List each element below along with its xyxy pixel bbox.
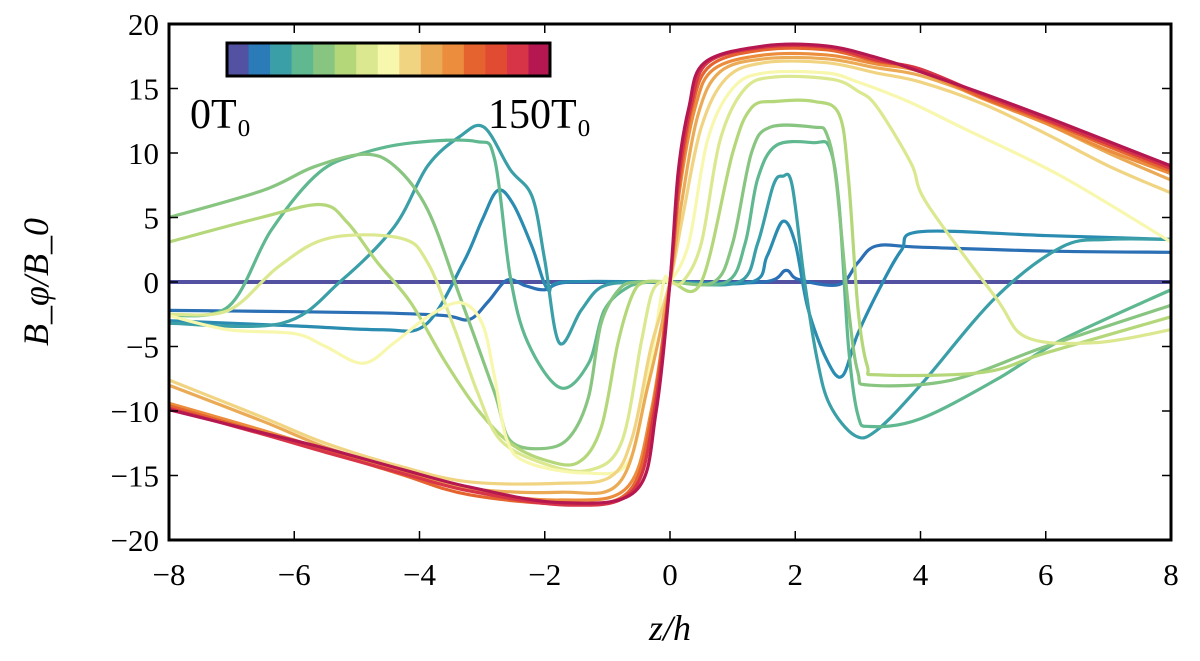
colorbar-swatch: [528, 43, 551, 76]
x-tick-label: 6: [1038, 557, 1054, 592]
y-tick-label: −20: [111, 523, 159, 558]
colorbar-swatch: [270, 43, 293, 76]
x-tick-label: −2: [528, 557, 561, 592]
x-tick-label: 8: [1163, 557, 1179, 592]
colorbar-swatch: [334, 43, 357, 76]
y-tick-label: −10: [111, 394, 159, 429]
colorbar-swatch: [420, 43, 443, 76]
colorbar: 0T₀ 150T₀: [190, 41, 591, 138]
y-tick-label: −5: [126, 330, 159, 365]
series-line-t14: [168, 42, 1172, 505]
colorbar-min-label: 0T₀: [190, 92, 251, 138]
colorbar-swatch: [227, 43, 250, 76]
y-tick-label: 0: [144, 265, 160, 300]
colorbar-swatch: [399, 43, 422, 76]
colorbar-swatch: [248, 43, 271, 76]
colorbar-swatch: [485, 43, 508, 76]
y-axis-label: B_φ/B_0: [16, 218, 56, 346]
colorbar-max-label: 150T₀: [488, 92, 591, 138]
x-tick-label: −4: [403, 557, 436, 592]
series-layer: [168, 42, 1172, 507]
colorbar-swatch: [377, 43, 400, 76]
x-tick-label: 0: [662, 557, 678, 592]
colorbar-swatch: [463, 43, 486, 76]
x-tick-label: 2: [788, 557, 804, 592]
x-tick-label: 4: [913, 557, 929, 592]
colorbar-swatch: [356, 43, 379, 76]
x-axis-label: z/h: [648, 608, 691, 648]
y-tick-label: 5: [144, 201, 160, 236]
colorbar-swatch: [506, 43, 529, 76]
colorbar-swatch: [291, 43, 314, 76]
colorbar-frame: [225, 41, 552, 78]
x-tick-label: −8: [153, 557, 186, 592]
y-tick-label: 20: [128, 7, 159, 42]
y-tick-label: −15: [111, 459, 159, 494]
x-tick-label: −6: [278, 557, 311, 592]
y-tick-label: 10: [128, 136, 159, 171]
y-tick-label: 15: [128, 72, 159, 107]
series-line-t9: [168, 59, 1172, 486]
colorbar-swatch: [442, 43, 465, 76]
colorbar-swatch: [313, 43, 336, 76]
